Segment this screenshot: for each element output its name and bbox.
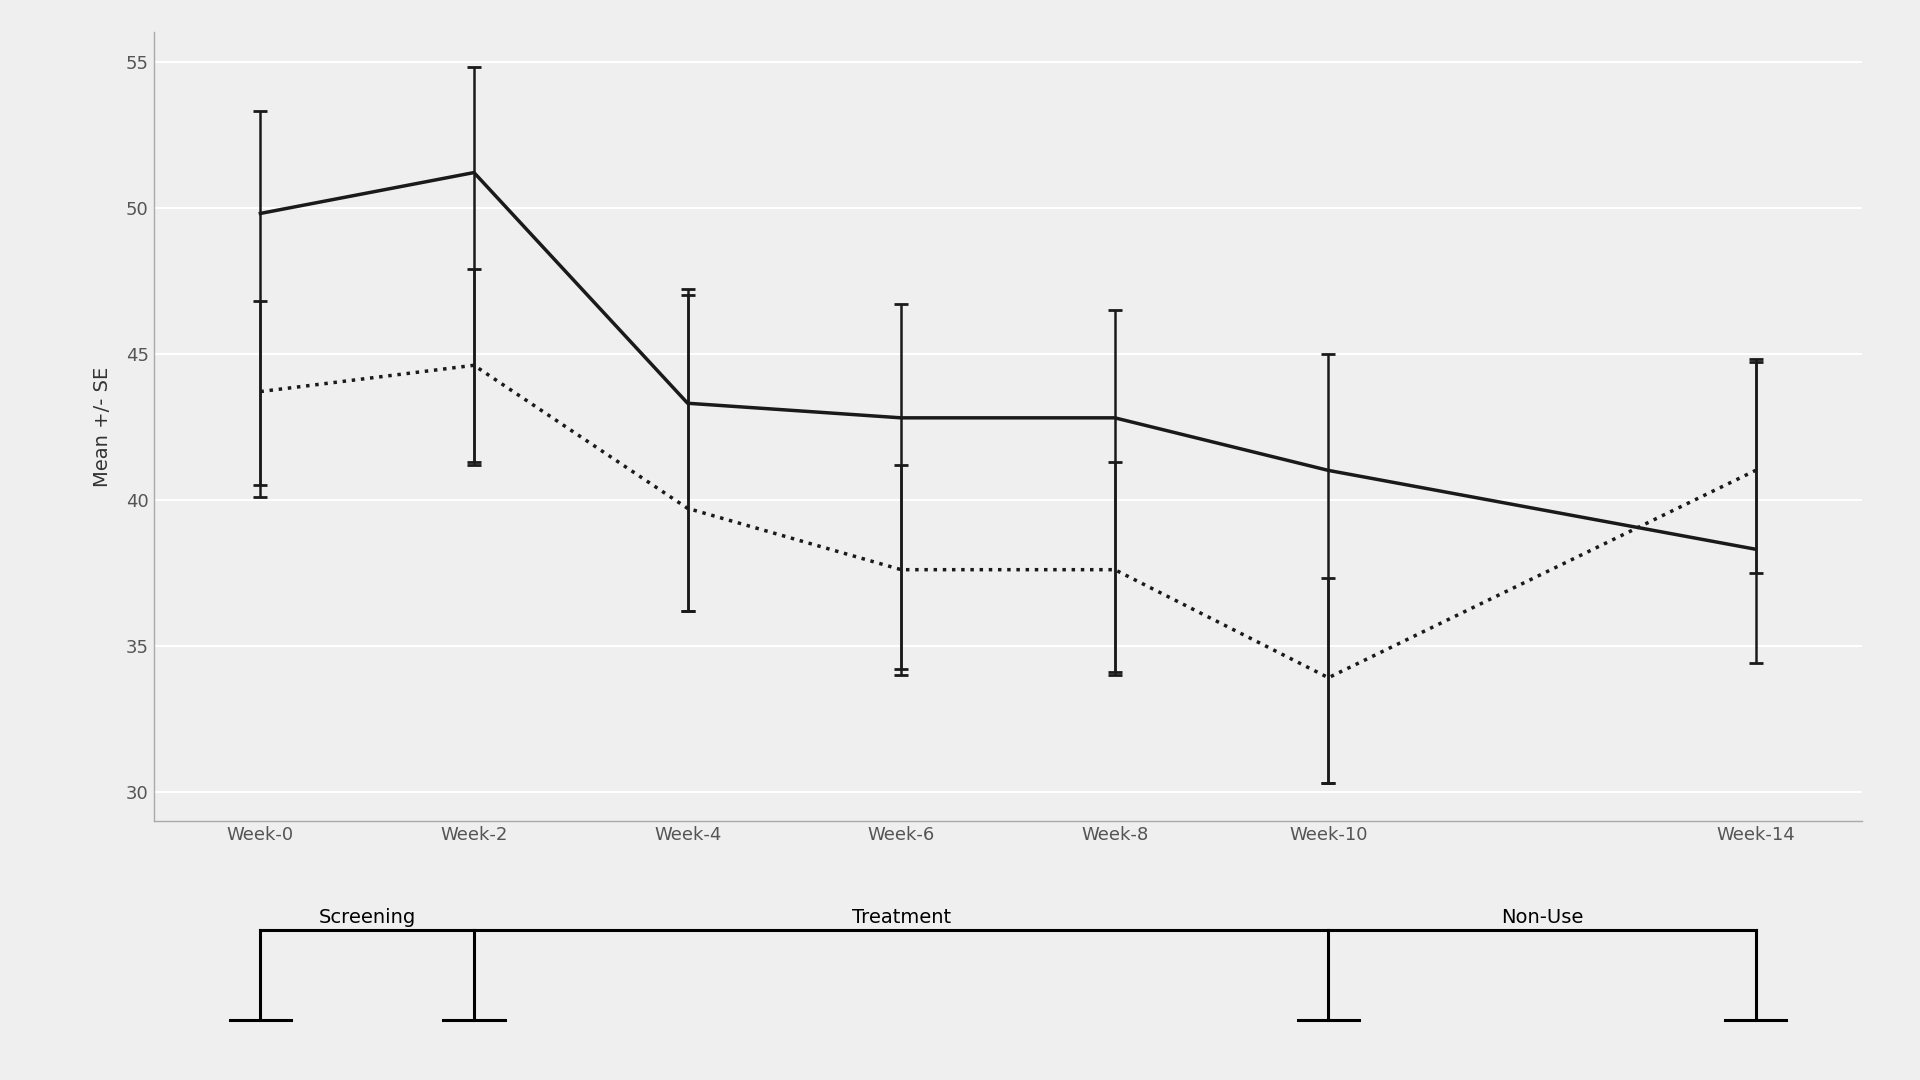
- Text: Non-Use: Non-Use: [1501, 908, 1584, 928]
- Y-axis label: Mean +/- SE: Mean +/- SE: [92, 366, 111, 487]
- Text: Screening: Screening: [319, 908, 417, 928]
- Text: Treatment: Treatment: [852, 908, 950, 928]
